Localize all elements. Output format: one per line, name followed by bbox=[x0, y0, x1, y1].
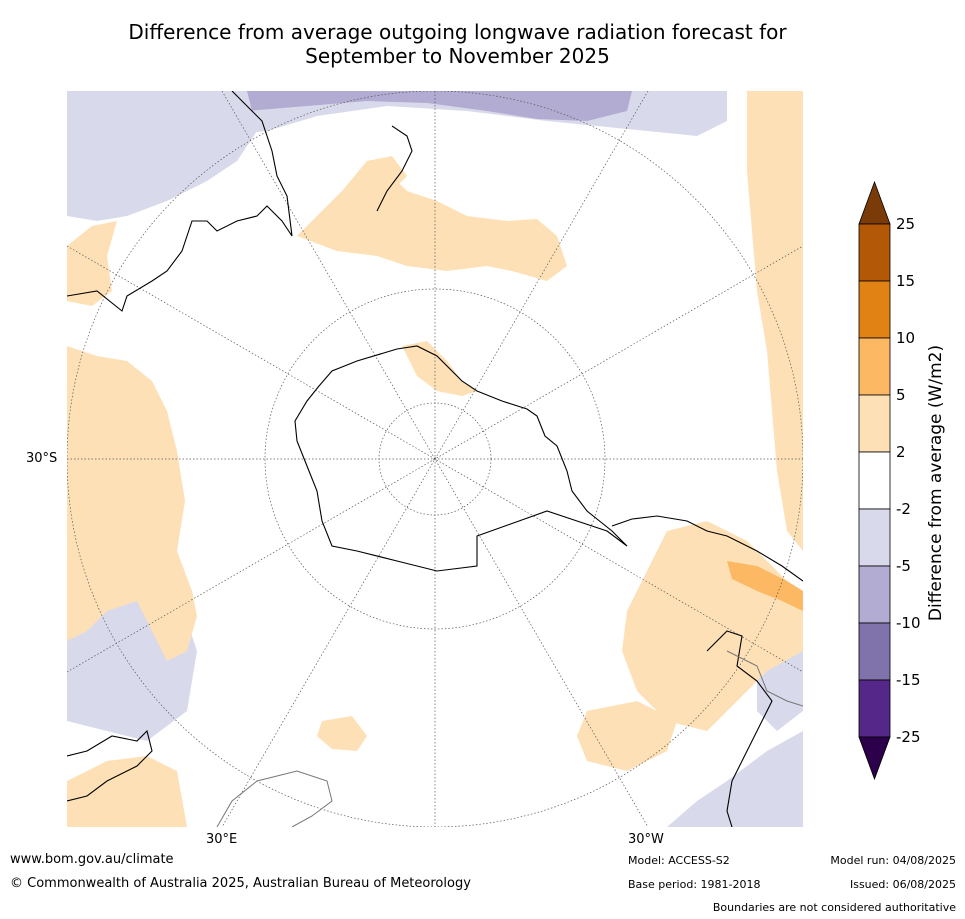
colorbar-tick-label: 10 bbox=[896, 329, 916, 347]
disclaimer-text: Boundaries are not considered authoritat… bbox=[712, 901, 956, 914]
africa-coastline bbox=[67, 729, 153, 802]
model-text: Model: ACCESS-S2 bbox=[628, 854, 730, 867]
colorbar-bin bbox=[858, 622, 891, 681]
anomaly-region-top-darker bbox=[227, 91, 632, 121]
anomaly-region-new-zealand bbox=[347, 156, 407, 201]
issued-text: Issued: 06/08/2025 bbox=[849, 878, 956, 891]
lat-label-30s: 30°S bbox=[26, 451, 58, 466]
antarctica-coastline bbox=[294, 345, 628, 572]
south-america-coastline bbox=[611, 515, 803, 827]
anomaly-region-south-atlantic-lower bbox=[577, 701, 677, 771]
country-boundaries bbox=[216, 650, 803, 827]
base-period-text: Base period: 1981-2018 bbox=[628, 878, 761, 891]
anomaly-region-southern-ocean-small bbox=[317, 716, 367, 751]
chart-title: Difference from average outgoing longwav… bbox=[60, 20, 855, 68]
colorbar-tick-label: -5 bbox=[896, 557, 911, 575]
model-run-text: Model run: 04/08/2025 bbox=[830, 854, 956, 867]
colorbar-bin bbox=[858, 180, 891, 225]
anomaly-region-east-australia bbox=[67, 221, 117, 306]
colorbar-tick-label: 5 bbox=[896, 386, 906, 404]
anomaly-region-right-mid bbox=[757, 651, 803, 731]
colorbar-bin bbox=[858, 508, 891, 567]
colorbar-tick-label: 25 bbox=[896, 215, 916, 233]
colorbar-bin bbox=[858, 451, 891, 510]
colorbar-bin bbox=[858, 337, 891, 396]
anomaly-region-lower-right bbox=[667, 731, 803, 827]
colorbar-bin bbox=[858, 736, 891, 781]
copyright-text: © Commonwealth of Australia 2025, Austra… bbox=[10, 876, 471, 891]
new-zealand-coastline bbox=[376, 125, 413, 212]
anomaly-region-east-pacific bbox=[747, 91, 803, 551]
anomaly-region-south-africa-lower bbox=[67, 756, 187, 827]
anomaly-region-ross-sea bbox=[402, 341, 477, 396]
colorbar-bin bbox=[858, 394, 891, 453]
colorbar-tick-label: -10 bbox=[896, 614, 921, 632]
website-link[interactable]: www.bom.gov.au/climate bbox=[10, 852, 174, 867]
colorbar-tick-label: -2 bbox=[896, 500, 911, 518]
lon-label-30w: 30°W bbox=[628, 832, 664, 847]
title-line-2: September to November 2025 bbox=[305, 44, 610, 68]
anomaly-region-west-upper bbox=[67, 91, 257, 221]
colorbar-tick-label: 2 bbox=[896, 443, 906, 461]
colorbar-bin bbox=[858, 565, 891, 624]
colorbar-bin bbox=[858, 280, 891, 339]
title-line-1: Difference from average outgoing longwav… bbox=[128, 20, 787, 44]
graticule bbox=[67, 91, 803, 827]
colorbar-bin bbox=[858, 223, 891, 282]
lon-label-30e: 30°E bbox=[206, 832, 238, 847]
colorbar-tick-label: -25 bbox=[896, 728, 921, 746]
anomaly-region-moderate-positive bbox=[727, 561, 803, 611]
legend-title: Difference from average (W/m2) bbox=[926, 344, 946, 622]
colorbar-bin bbox=[858, 679, 891, 738]
australia-coastline bbox=[67, 91, 293, 312]
colorbar bbox=[858, 180, 891, 781]
polar-map[interactable] bbox=[67, 91, 803, 827]
colorbar-tick-label: -15 bbox=[896, 671, 921, 689]
anomaly-region-west-africa bbox=[67, 346, 197, 661]
colorbar-tick-label: 15 bbox=[896, 272, 916, 290]
coastlines bbox=[67, 91, 803, 827]
